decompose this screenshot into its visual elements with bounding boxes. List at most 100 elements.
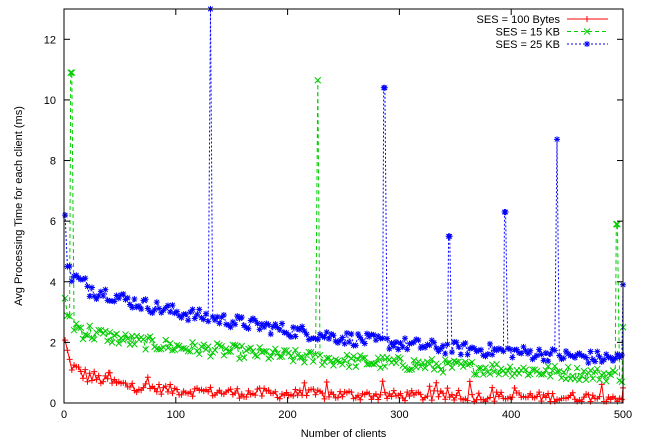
data-point [339, 361, 346, 368]
data-point [86, 370, 93, 377]
data-point [167, 381, 174, 388]
data-point [431, 387, 438, 394]
data-point [516, 349, 523, 356]
data-point [486, 340, 493, 347]
data-point [507, 346, 514, 353]
data-point [323, 354, 331, 362]
x-tick-label: 200 [278, 409, 296, 421]
data-point [142, 380, 149, 387]
data-point [473, 371, 480, 378]
data-point [86, 293, 93, 300]
data-point [542, 366, 550, 374]
legend-label: SES = 100 Bytes [477, 14, 561, 26]
data-point [290, 324, 297, 331]
data-point [603, 351, 610, 358]
x-tick-label: 100 [167, 409, 185, 421]
data-point [448, 349, 455, 356]
data-point [124, 294, 131, 301]
data-point [158, 309, 165, 316]
data-point [261, 324, 268, 331]
data-point [357, 396, 364, 403]
data-point [276, 353, 284, 361]
data-point [102, 327, 109, 335]
data-point [104, 297, 111, 304]
data-point [583, 28, 591, 35]
data-point [232, 389, 239, 396]
data-point [155, 345, 163, 353]
data-point [71, 273, 78, 280]
data-point [390, 356, 398, 363]
data-point [330, 391, 337, 398]
data-point [207, 353, 214, 360]
data-point [122, 380, 129, 387]
data-point [82, 275, 89, 282]
data-point [397, 355, 404, 362]
data-point [146, 333, 154, 341]
data-point [77, 368, 84, 375]
data-point [431, 339, 438, 346]
data-point [441, 356, 449, 364]
data-point [602, 377, 610, 385]
data-point [524, 350, 531, 357]
data-point [245, 387, 252, 394]
data-point [321, 334, 328, 341]
data-point [68, 366, 75, 373]
data-point [473, 348, 480, 355]
y-tick-label: 12 [44, 34, 56, 46]
data-point [93, 296, 100, 303]
data-point [77, 324, 85, 332]
data-point [330, 332, 337, 339]
data-point [522, 347, 529, 354]
data-point [442, 350, 449, 357]
data-point [283, 389, 290, 396]
x-tick-label: 300 [390, 409, 408, 421]
data-point [129, 304, 136, 311]
data-point [232, 321, 239, 328]
data-point [406, 393, 413, 400]
data-point [124, 335, 132, 343]
data-point [204, 343, 212, 350]
data-point [540, 370, 547, 378]
data-point [580, 394, 587, 401]
data-point [70, 326, 78, 334]
data-point [361, 340, 368, 347]
data-point [303, 392, 310, 399]
data-point [234, 385, 241, 392]
data-point [363, 330, 370, 337]
data-point [509, 394, 516, 401]
data-point [618, 378, 626, 386]
x-tick-label: 400 [502, 409, 520, 421]
data-point [533, 352, 540, 359]
data-point [133, 332, 141, 340]
data-point [66, 312, 73, 320]
data-point [486, 394, 493, 401]
data-point [533, 393, 540, 400]
data-point [381, 389, 388, 396]
data-point [480, 352, 487, 359]
data-point [596, 353, 603, 360]
data-point [153, 299, 160, 306]
data-point [115, 340, 123, 347]
data-point [254, 320, 261, 327]
data-point [404, 389, 411, 396]
data-point [191, 342, 199, 349]
x-tick-label: 0 [61, 409, 67, 421]
data-point [86, 322, 94, 330]
data-point [289, 357, 297, 365]
data-point [151, 385, 158, 392]
data-point [397, 390, 404, 397]
data-point [104, 337, 111, 345]
data-point [263, 320, 270, 327]
data-point [189, 338, 196, 346]
data-point [292, 346, 299, 354]
data-point [82, 366, 89, 373]
data-point [574, 351, 581, 358]
data-point [64, 312, 71, 319]
data-point [569, 389, 576, 396]
data-point [185, 317, 192, 324]
data-point [587, 348, 594, 355]
data-point [167, 309, 174, 316]
data-point [269, 348, 277, 356]
